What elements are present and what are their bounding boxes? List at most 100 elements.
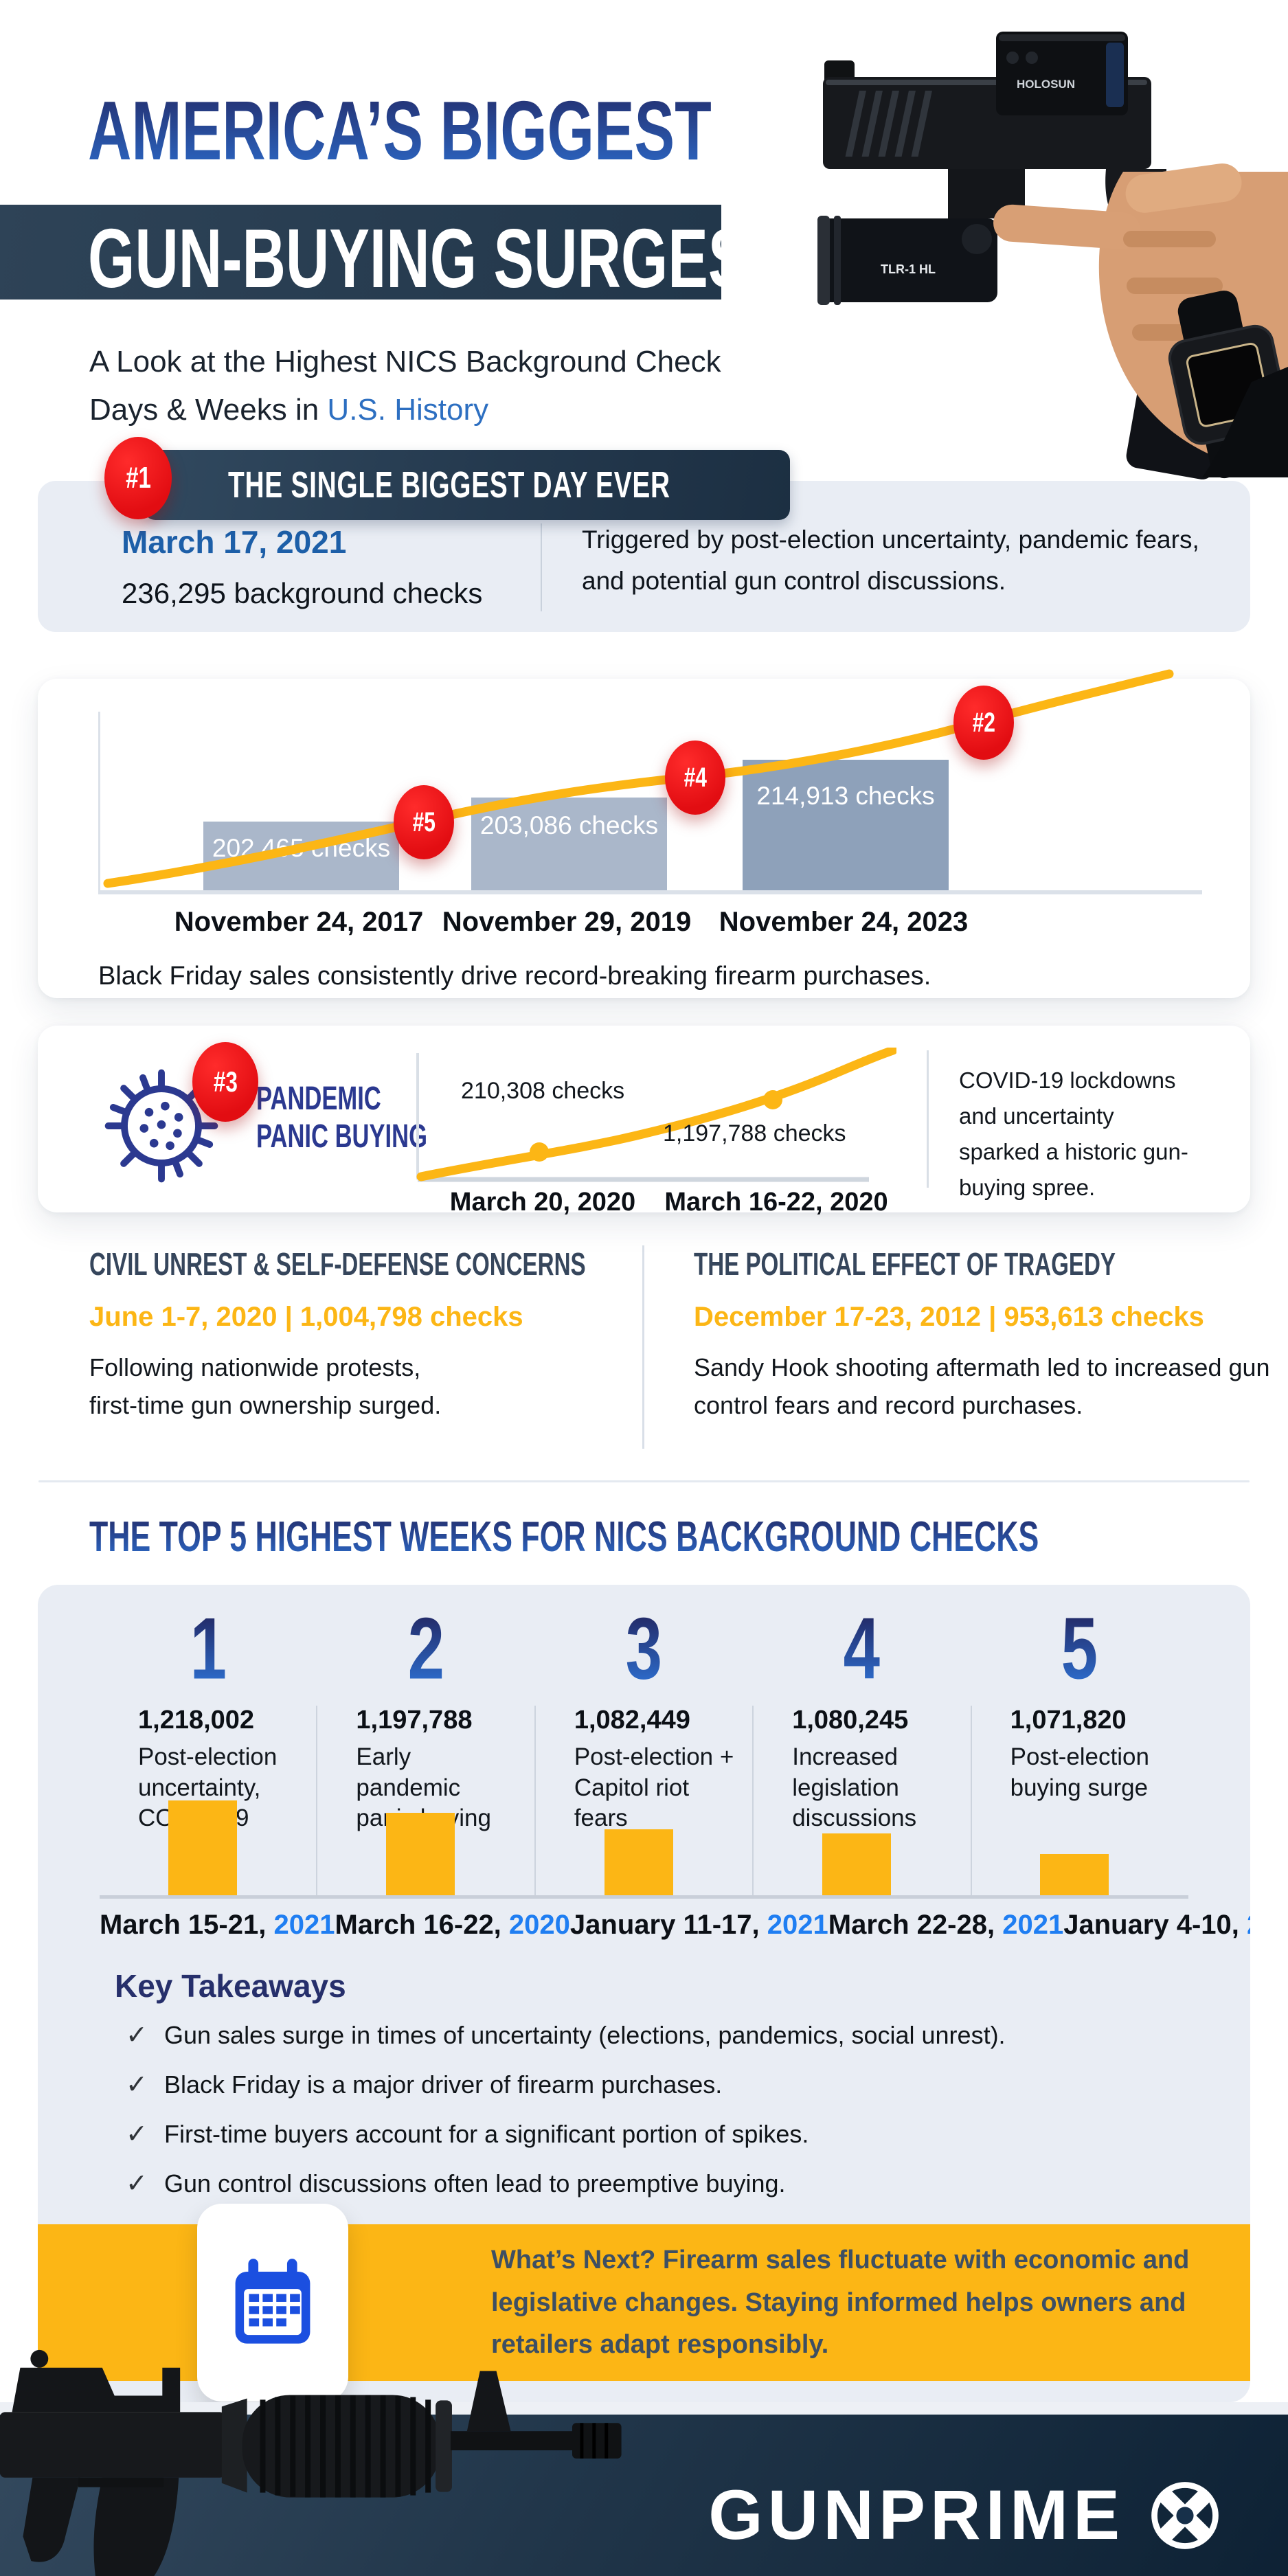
subtitle-line2: Days & Weeks in U.S. History [89, 386, 721, 434]
pandemic-description: COVID-19 lockdowns and uncertainty spark… [959, 1067, 1188, 1201]
pandemic-chart: 210,308 checks 1,197,788 checks March 20… [416, 1046, 898, 1217]
subtitle-highlight: U.S. History [327, 393, 489, 427]
page-title-line1: AMERICA’S BIGGEST [88, 84, 712, 177]
top5-date-row: March 15-21, 2021 March 16-22, 2020 Janu… [100, 1910, 1250, 1943]
tragedy-column: THE POLITICAL EFFECT OF TRAGEDY December… [642, 1245, 1280, 1449]
rank-5-badge: #5 [394, 785, 454, 859]
rank-number-1: 1 [190, 1600, 227, 1698]
top5-bar-3 [604, 1829, 673, 1896]
optic-brand-label: HOLOSUN [1017, 78, 1075, 91]
check-icon: ✓ [126, 2021, 148, 2050]
pandemic-point2-date: March 16-22, 2020 [664, 1188, 888, 1217]
rank-number-3: 3 [625, 1600, 663, 1698]
bf-date-2017: November 24, 2017 [174, 907, 424, 937]
rank-number-5: 5 [1061, 1600, 1098, 1698]
red-dot-optic: HOLOSUN [996, 32, 1128, 115]
top5-date-1: March 15-21, 2021 [100, 1910, 335, 1943]
top5-date-2: March 16-22, 2020 [335, 1910, 569, 1943]
tragedy-stat: December 17-23, 2012 | 953,613 checks [694, 1302, 1204, 1332]
top5-desc-3: Post-election + Capitol riot fears [574, 1743, 734, 1831]
top5-column-2: 1,197,788 Early pandemic panic buying [316, 1706, 534, 1896]
takeaway-item: ✓ Black Friday is a major driver of firea… [115, 2069, 1195, 2101]
top5-value-3: 1,082,449 [574, 1706, 690, 1735]
top5-bar-5 [1040, 1854, 1109, 1896]
biggest-day-date: March 17, 2021 [122, 524, 347, 560]
brand-logo: GUNPRIME [708, 2475, 1225, 2555]
top5-date-3-year: 2021 [767, 1910, 828, 1941]
pandemic-title-line2: PANIC BUYING [256, 1118, 427, 1155]
rank-5-badge-label: #5 [412, 806, 436, 837]
rank-1-badge: #1 [104, 437, 172, 519]
top5-date-3: January 11-17, 2021 [570, 1910, 828, 1943]
pandemic-line [416, 1046, 898, 1182]
civil-unrest-stat: June 1-7, 2020 | 1,004,798 checks [89, 1302, 523, 1332]
bf-date-axis: November 24, 2017 November 29, 2019 Nove… [98, 907, 1202, 942]
top5-date-2-year: 2020 [508, 1910, 570, 1941]
rifle-photo [0, 2349, 622, 2576]
tragedy-description: Sandy Hook shooting aftermath led to inc… [694, 1353, 1270, 1419]
check-icon: ✓ [126, 2070, 148, 2100]
takeaway-text-1: Gun sales surge in times of uncertainty … [164, 2021, 1006, 2050]
top5-date-4: March 22-28, 2021 [828, 1910, 1063, 1943]
weapon-light: TLR-1 HL [817, 216, 997, 305]
top5-value-1: 1,218,002 [138, 1706, 255, 1735]
biggest-day-stats: March 17, 2021 236,295 background checks [122, 523, 534, 610]
top5-date-3-text: January 11-17, [569, 1910, 767, 1941]
top5-column-3: 1,082,449 Post-election + Capitol riot f… [534, 1706, 752, 1896]
civil-unrest-title: CIVIL UNREST & SELF-DEFENSE CONCERNS [89, 1246, 586, 1282]
rifle-silhouette [0, 2349, 622, 2576]
rank-3-badge-label: #3 [213, 1065, 238, 1098]
bf-date-2019: November 29, 2019 [442, 907, 692, 937]
bf-bar-2017-value: 202,465 checks [212, 834, 391, 862]
top5-value-2: 1,197,788 [356, 1706, 473, 1735]
takeaway-item: ✓ Gun control discussions often lead to p… [115, 2168, 1195, 2200]
bf-bar-2023: 214,913 checks [743, 760, 949, 890]
single-biggest-day-section: March 17, 2021 236,295 background checks… [0, 437, 1288, 632]
top5-date-4-text: March 22-28, [828, 1910, 1003, 1941]
brand-name: GUNPRIME [708, 2476, 1125, 2555]
civil-unrest-column: CIVIL UNREST & SELF-DEFENSE CONCERNS Jun… [89, 1245, 642, 1449]
bf-caption: Black Friday sales consistently drive re… [98, 962, 931, 991]
rank-4-badge-label: #4 [683, 762, 707, 793]
takeaway-item: ✓ Gun sales surge in times of uncertainty… [115, 2020, 1195, 2051]
rank-3-badge: #3 [192, 1042, 258, 1122]
civil-unrest-description: Following nationwide protests, first-tim… [89, 1353, 442, 1419]
top5-columns: 1,218,002 Post-election uncertainty, COV… [100, 1706, 1188, 1899]
top5-bar-2 [386, 1813, 455, 1896]
pandemic-title-block: #3 PANDEMIC PANIC BUYING [72, 1042, 427, 1199]
subtitle: A Look at the Highest NICS Background Ch… [89, 338, 721, 435]
pandemic-title: PANDEMIC PANIC BUYING [256, 1081, 494, 1155]
top5-date-5-year: 2021 [1247, 1910, 1250, 1940]
virus-icon [104, 1069, 218, 1183]
top5-bar-4 [822, 1833, 891, 1896]
key-takeaways: Key Takeaways ✓ Gun sales surge in times … [38, 1943, 1250, 2200]
black-friday-card: 202,465 checks 203,086 checks 214,913 ch… [38, 669, 1250, 998]
rank-2-badge: #2 [953, 686, 1014, 760]
bf-bar-2017: 202,465 checks [203, 822, 399, 890]
takeaway-item: ✓ First-time buyers account for a signifi… [115, 2119, 1195, 2150]
page-title-line2: GUN-BUYING SURGES [88, 212, 749, 305]
rank-2-badge-label: #2 [972, 707, 995, 738]
takeaway-text-2: Black Friday is a major driver of firear… [164, 2070, 723, 2099]
pandemic-point1-label: 210,308 checks [461, 1078, 625, 1104]
top5-desc-5: Post-election buying surge [1010, 1743, 1149, 1801]
light-model-label: TLR-1 HL [881, 262, 936, 276]
calendar-card [197, 2204, 348, 2402]
hero-pistol-photo: HOLOSUN TLR-1 HL [721, 0, 1288, 479]
vertical-divider [541, 523, 542, 611]
top5-date-5-text: January 4-10, [1063, 1910, 1247, 1941]
check-icon: ✓ [126, 2169, 148, 2199]
brand-mark-icon [1151, 2482, 1219, 2549]
rank-4-badge: #4 [665, 741, 725, 815]
sleeve [1202, 367, 1288, 477]
whats-next-text: What’s Next? Firearm sales fluctuate wit… [491, 2246, 1190, 2360]
pandemic-point2-label: 1,197,788 checks [663, 1120, 846, 1146]
top5-bar-1 [168, 1800, 237, 1896]
pandemic-point1-date: March 20, 2020 [449, 1188, 636, 1217]
key-takeaways-heading: Key Takeaways [115, 1968, 346, 2004]
rank-1-badge-label: #1 [125, 461, 151, 495]
top5-column-4: 1,080,245 Increased legislation discussi… [752, 1706, 970, 1896]
biggest-day-description: Triggered by post-election uncertainty, … [582, 526, 1199, 595]
check-icon: ✓ [126, 2120, 148, 2149]
